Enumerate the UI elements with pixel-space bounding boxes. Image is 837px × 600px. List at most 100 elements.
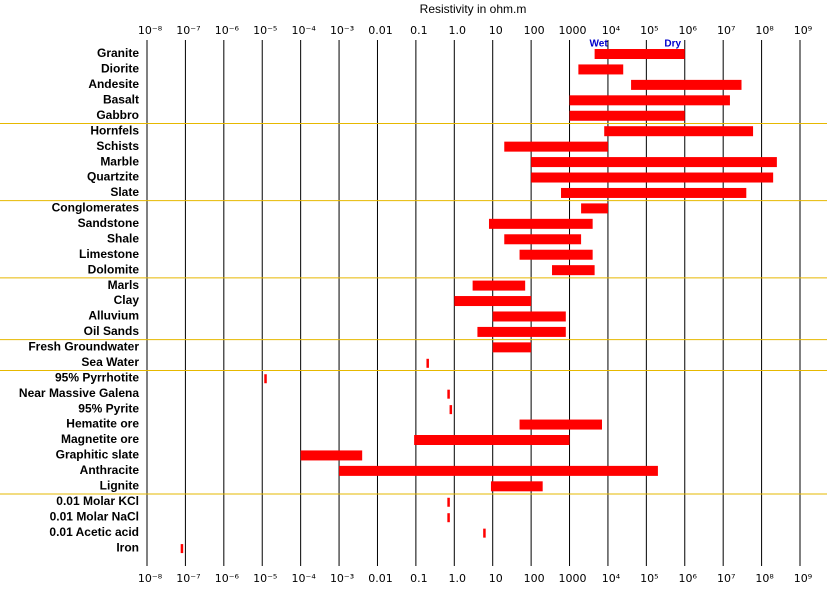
range-bar [477,326,566,337]
range-bar [300,450,363,461]
range-bar [561,187,747,198]
x-tick-label-bottom: 10⁻⁷ [176,572,200,585]
category-label: Clay [114,293,140,307]
value-tick [483,528,486,538]
x-tick-label-bottom: 10⁻⁴ [292,572,317,585]
x-tick-label-bottom: 10⁷ [717,572,735,585]
x-tick-label-top: 10⁻³ [330,24,354,37]
x-tick-label-bottom: 0.01 [368,572,393,585]
category-label: Fresh Groundwater [28,340,139,354]
value-tick [426,358,429,368]
category-label: Limestone [79,247,139,261]
category-label: Slate [110,185,139,199]
x-tick-label-top: 10⁴ [602,24,621,37]
x-tick-label-bottom: 1.0 [449,572,467,585]
category-label: Marble [100,154,139,168]
category-label: Alluvium [88,309,139,323]
range-bar [492,342,532,353]
range-bar [531,157,777,168]
range-bar [604,126,754,137]
category-label: Gabbro [96,108,139,122]
category-label: 0.01 Acetic acid [49,525,139,539]
x-tick-label-top: 10⁸ [755,24,774,37]
range-bar [504,234,582,245]
category-label: 95% Pyrite [78,401,139,415]
x-tick-label-top: 10⁷ [717,24,735,37]
range-bar [531,172,774,183]
range-bar [490,481,543,492]
range-bar [578,64,624,75]
x-tick-label-top: 1.0 [449,24,467,37]
value-tick [264,374,267,384]
category-label: Oil Sands [84,324,140,338]
value-tick [447,389,450,399]
x-tick-label-bottom: 0.1 [410,572,428,585]
x-tick-label-bottom: 10⁶ [679,572,698,585]
x-tick-label-bottom: 10⁵ [640,572,658,585]
category-label: Conglomerates [52,201,140,215]
range-bar [519,249,593,260]
x-tick-label-bottom: 10⁻³ [330,572,354,585]
range-bar [581,203,608,214]
range-bar [339,465,658,476]
x-tick-label-bottom: 100 [524,572,545,585]
value-tick [447,513,450,523]
x-tick-label-top: 100 [524,24,545,37]
x-tick-label-top: 10⁻⁵ [253,24,277,37]
x-tick-label-top: 10⁻⁴ [292,24,317,37]
range-bar [504,141,608,152]
category-label: Granite [97,46,139,60]
range-bar [488,218,593,229]
category-label: Anthracite [80,463,140,477]
annotation: Wet [590,39,609,50]
category-label: Quartzite [87,170,139,184]
x-tick-label-bottom: 10⁸ [755,572,774,585]
range-bar [631,79,742,90]
category-label: Dolomite [88,262,140,276]
range-bar [454,296,532,307]
x-tick-label-top: 0.1 [410,24,428,37]
category-label: Near Massive Galena [19,386,139,400]
x-tick-label-bottom: 10⁻⁵ [253,572,277,585]
category-label: Magnetite ore [61,432,139,446]
category-label: Marls [108,278,140,292]
x-tick-label-top: 10⁹ [794,24,812,37]
category-label: Hornfels [90,123,139,137]
category-label: Hematite ore [66,417,139,431]
range-bar [569,110,685,121]
x-tick-label-top: 1000 [559,24,587,37]
x-tick-label-bottom: 10 [489,572,503,585]
range-bar [472,280,526,291]
category-label: 95% Pyrrhotite [55,370,139,384]
chart-title: Resistivity in ohm.m [420,2,527,16]
category-label: Lignite [100,478,140,492]
category-label: Basalt [103,92,139,106]
x-tick-label-bottom: 10⁹ [794,572,812,585]
x-tick-label-top: 10⁻⁶ [215,24,240,37]
category-label: Schists [96,139,139,153]
x-tick-label-top: 10⁶ [679,24,698,37]
category-label: Sandstone [78,216,140,230]
category-label: Diorite [101,62,139,76]
category-label: 0.01 Molar NaCl [50,509,139,523]
range-bar [569,95,730,106]
range-bar [594,49,685,59]
x-tick-label-top: 10 [489,24,503,37]
range-bar [492,311,566,322]
category-label: Shale [107,231,139,245]
x-tick-label-bottom: 1000 [559,572,587,585]
x-tick-label-top: 10⁵ [640,24,658,37]
x-tick-label-top: 10⁻⁷ [176,24,200,37]
category-label: Andesite [88,77,139,91]
annotation: Dry [664,39,681,50]
category-label: Iron [116,540,139,554]
range-bar [519,419,602,430]
x-tick-label-top: 10⁻⁸ [138,24,163,37]
category-label: Graphitic slate [56,448,140,462]
value-tick [449,405,453,415]
category-label: 0.01 Molar KCl [56,494,139,508]
value-tick [180,544,184,554]
x-tick-label-bottom: 10⁻⁸ [138,572,163,585]
